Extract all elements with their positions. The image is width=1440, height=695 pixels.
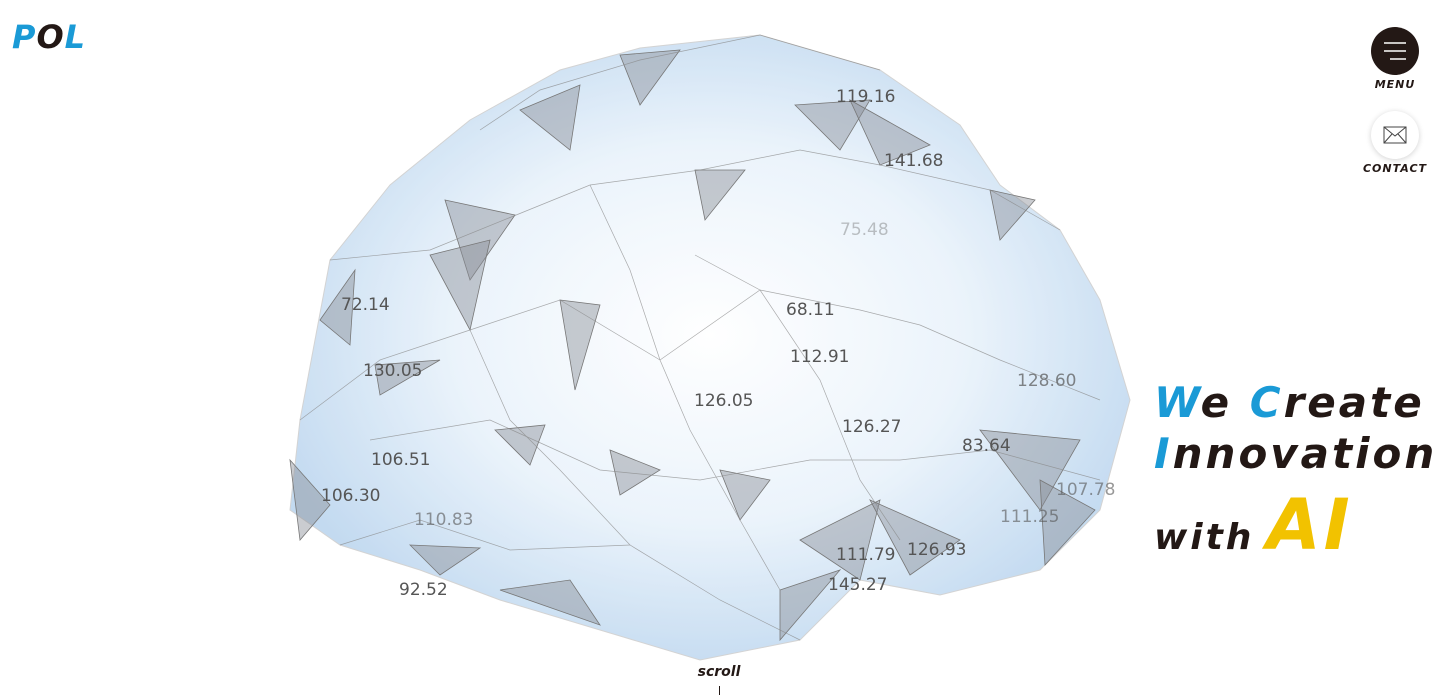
brain-label: 130.05 — [363, 361, 422, 381]
brain-label: 119.16 — [836, 87, 895, 107]
brain-label: 111.25 — [1000, 507, 1059, 527]
headline-text: with — [1154, 517, 1255, 558]
contact-label[interactable]: CONTACT — [1362, 162, 1428, 175]
headline-initial: W — [1154, 378, 1201, 427]
mail-icon — [1383, 126, 1407, 144]
hero-headline: We Create Innovation with AI — [1154, 382, 1438, 561]
logo-letter: O — [36, 18, 65, 56]
brain-label: 110.83 — [414, 510, 473, 530]
brain-label: 72.14 — [341, 295, 390, 315]
brain-label: 111.79 — [836, 545, 895, 565]
menu-button[interactable] — [1371, 27, 1419, 75]
menu-icon — [1384, 42, 1406, 60]
headline-text: nnovation — [1172, 429, 1438, 478]
headline-text: e — [1200, 378, 1233, 427]
logo[interactable]: POL — [12, 18, 86, 56]
brain-label: 75.48 — [840, 220, 889, 240]
scroll-label[interactable]: scroll — [697, 664, 741, 680]
brain-label: 126.93 — [907, 540, 966, 560]
brain-label: 106.51 — [371, 450, 430, 470]
brain-label: 83.64 — [962, 436, 1011, 456]
logo-letter: P — [12, 18, 37, 56]
logo-letter: L — [64, 18, 87, 56]
headline-initial: C — [1249, 378, 1284, 427]
brain-label: 126.05 — [694, 391, 753, 411]
brain-label: 107.78 — [1056, 480, 1115, 500]
brain-label: 128.60 — [1017, 371, 1076, 391]
scroll-line — [719, 686, 720, 695]
brain-label: 68.11 — [786, 300, 835, 320]
headline-initial: I — [1154, 429, 1173, 478]
headline-text: reate — [1283, 378, 1425, 427]
contact-button[interactable] — [1371, 111, 1419, 159]
brain-label: 92.52 — [399, 580, 448, 600]
menu-label[interactable]: MENU — [1374, 78, 1416, 91]
brain-label: 106.30 — [321, 486, 380, 506]
brain-label: 126.27 — [842, 417, 901, 437]
headline-ai: AI — [1266, 484, 1353, 566]
brain-label: 112.91 — [790, 347, 849, 367]
brain-label: 145.27 — [828, 575, 887, 595]
brain-label: 141.68 — [884, 151, 943, 171]
